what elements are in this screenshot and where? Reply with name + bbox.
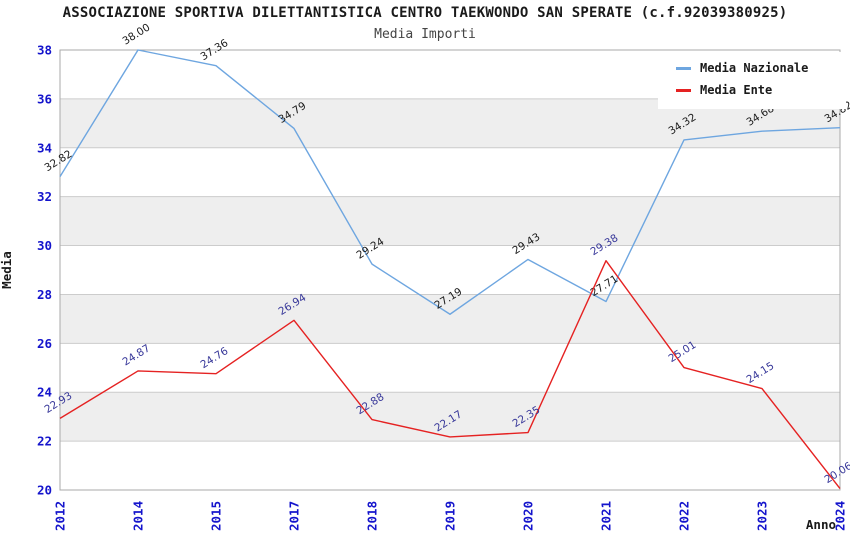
- x-tick-label: 2023: [755, 501, 770, 531]
- y-tick-label: 36: [37, 91, 52, 106]
- legend-label-media-nazionale: Media Nazionale: [700, 61, 809, 75]
- x-axis-title: Anno: [806, 517, 836, 532]
- legend: Media Nazionale Media Ente: [658, 52, 846, 109]
- y-tick-label: 22: [37, 434, 52, 449]
- y-tick-label: 38: [37, 43, 52, 58]
- legend-item-media-ente: Media Ente: [676, 79, 846, 101]
- x-tick-label: 2021: [599, 501, 614, 531]
- series-line-media-ente: [59, 260, 841, 489]
- point-label-media-ente: 24.15: [744, 360, 776, 386]
- y-tick-label: 28: [37, 287, 52, 302]
- y-tick-label: 20: [37, 483, 52, 498]
- legend-swatch-blue-line: [676, 66, 691, 70]
- x-tick-label: 2015: [209, 501, 224, 531]
- point-label-media-ente: 20.06: [822, 460, 850, 486]
- y-tick-label: 24: [37, 385, 52, 400]
- legend-swatch-red-line: [676, 88, 691, 92]
- series-line-media-nazionale: [59, 49, 841, 315]
- plot-band: [60, 392, 840, 442]
- y-axis-title: Media: [0, 251, 14, 289]
- plot-band: [60, 294, 840, 344]
- x-tick-label: 2020: [521, 501, 536, 531]
- y-tick-label: 32: [37, 189, 52, 204]
- x-tick-label: 2017: [287, 501, 302, 531]
- chart-title: ASSOCIAZIONE SPORTIVA DILETTANTISTICA CE…: [62, 5, 788, 21]
- x-tick-label: 2018: [365, 501, 380, 531]
- chart-subtitle: Media Importi: [374, 27, 476, 42]
- y-tick-label: 30: [37, 238, 52, 253]
- plot-band: [60, 196, 840, 246]
- x-tick-label: 2012: [53, 501, 68, 531]
- y-tick-label: 26: [37, 336, 52, 351]
- point-label-media-nazionale: 38.00: [120, 21, 152, 47]
- point-label-media-nazionale: 37.36: [198, 37, 230, 63]
- x-tick-label: 2014: [131, 501, 146, 531]
- point-label-media-ente: 24.87: [120, 342, 152, 368]
- x-tick-label: 2024: [833, 501, 848, 531]
- x-tick-label: 2019: [443, 501, 458, 531]
- y-tick-label: 34: [37, 140, 52, 155]
- x-tick-label: 2022: [677, 501, 692, 531]
- legend-item-media-nazionale: Media Nazionale: [676, 57, 846, 79]
- legend-label-media-ente: Media Ente: [700, 83, 773, 97]
- plot-border: [59, 49, 841, 491]
